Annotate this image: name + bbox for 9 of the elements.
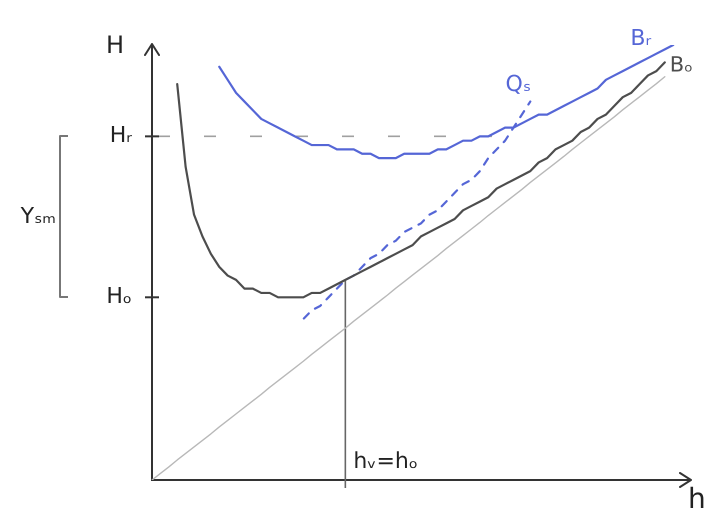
ref-line-label: Hᵣ bbox=[110, 123, 132, 148]
series-label: Qₛ bbox=[506, 71, 532, 97]
text: Hₒ bbox=[106, 284, 132, 310]
x-axis-title: h bbox=[688, 482, 706, 515]
annotation: hᵥ=hₒ bbox=[353, 448, 418, 474]
series-label: Bₒ bbox=[670, 52, 693, 77]
series-label: Bᵣ bbox=[630, 26, 652, 52]
y-axis-title: H bbox=[106, 30, 124, 59]
text: Yₛₘ bbox=[20, 204, 56, 229]
